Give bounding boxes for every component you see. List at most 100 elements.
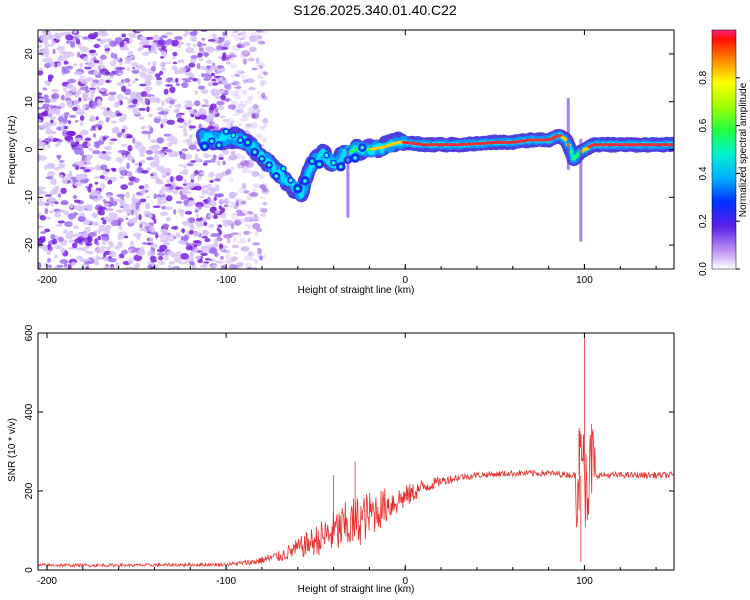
spectrogram-noise-blob [246, 266, 253, 269]
spectrogram-y-ticks: -20 -10 0 10 20 [24, 48, 674, 252]
snr-y-tick-label: 200 [24, 482, 35, 499]
spectrogram-noise-blob [165, 137, 175, 141]
spectrogram-noise-blob [259, 184, 266, 190]
spectrogram-noise-blob [259, 79, 268, 86]
spectrogram-noise-blob [38, 225, 44, 229]
spectrogram-noise-blob [139, 228, 148, 232]
spectrogram-noise-blob [263, 123, 268, 129]
spectrogram-noise-blob [148, 226, 156, 233]
spectrogram-noise-blob [82, 258, 92, 262]
spectrogram-noise-blob [251, 67, 258, 71]
spectrogram-noise-blob [134, 78, 139, 81]
spectrogram-noise-blob [262, 96, 268, 101]
spectrogram-noise-blob [38, 236, 46, 243]
snr-y-tick-label: 600 [24, 324, 35, 341]
colorbar-tick-label: 0.4 [698, 166, 709, 180]
spectrogram-noise-blob [64, 112, 70, 116]
spectrogram-noise-blob [51, 89, 59, 93]
spectrogram-noise-blob [119, 41, 125, 48]
spectrogram-noise-blob [155, 181, 164, 185]
spectrogram-noise-blob [157, 116, 162, 119]
spectrogram-noise-blob [160, 50, 168, 58]
spectrogram-noise-blob [152, 34, 160, 42]
spectrogram-noise-blob [100, 164, 108, 171]
spectrogram-ridge-blob-core [260, 156, 264, 161]
spectrogram-noise-blob [127, 182, 134, 186]
spectrogram-noise-blob [214, 209, 221, 214]
spectrogram-noise-blob [38, 189, 43, 195]
spectrogram-noise-blob [149, 255, 157, 261]
spectrogram-noise-blob [38, 92, 43, 96]
spectrogram-noise-blob [90, 49, 97, 53]
spectrogram-noise-blob [57, 236, 64, 242]
spectrogram-noise-blob [109, 242, 115, 248]
snr-panel: -200 -100 0 100 0 200 400 600 Height of straig… [7, 324, 675, 595]
spectrogram-x-tick-label: 0 [402, 275, 408, 286]
spectrogram-noise-blob [260, 183, 268, 190]
spectrogram-ridge-core [670, 143, 674, 147]
spectrogram-noise-blob [118, 231, 127, 237]
spectrogram-noise-blob [232, 113, 241, 116]
spectrogram-noise-blob [175, 113, 182, 119]
spectrogram-noise-blob [217, 56, 223, 60]
spectrogram-noise-blob [222, 160, 226, 166]
spectrogram-noise-blob [235, 209, 243, 214]
spectrogram-noise-blob [56, 264, 64, 268]
spectrogram-noise-blob [230, 31, 236, 38]
spectrogram-noise-blob [202, 262, 208, 268]
spectrogram-noise-blob [235, 81, 241, 87]
spectrogram-noise-blob [234, 264, 240, 269]
spectrogram-ridge-blob-core [288, 178, 293, 183]
spectrogram-noise-layer [38, 30, 270, 269]
spectrogram-noise-blob [230, 74, 239, 78]
spectrogram-noise-blob [146, 213, 153, 219]
spectrogram-noise-blob [105, 79, 110, 84]
spectrogram-noise-blob [154, 73, 161, 78]
spectrogram-noise-blob [81, 154, 86, 162]
spectrogram-noise-blob [259, 255, 263, 261]
spectrogram-noise-blob [46, 257, 51, 263]
spectrogram-noise-blob [221, 55, 227, 62]
spectrogram-noise-blob [40, 231, 47, 234]
spectrogram-noise-blob [208, 171, 215, 178]
spectrogram-noise-blob [230, 256, 238, 262]
spectrogram-noise-blob [238, 37, 246, 41]
spectrogram-noise-blob [54, 143, 59, 148]
spectrogram-noise-blob [95, 255, 99, 262]
spectrogram-noise-blob [73, 99, 79, 107]
spectrogram-noise-blob [137, 166, 142, 171]
spectrogram-noise-blob [51, 94, 57, 99]
spectrogram-noise-blob [131, 69, 140, 74]
spectrogram-noise-blob [87, 235, 91, 243]
spectrogram-noise-blob [261, 188, 270, 195]
spectrogram-noise-blob [212, 154, 217, 161]
spectrogram-noise-blob [248, 35, 258, 43]
spectrogram-noise-blob [184, 121, 188, 127]
spectrogram-noise-blob [207, 183, 212, 187]
spectrogram-noise-blob [91, 221, 96, 225]
spectrogram-ridge-blob-core [274, 174, 279, 178]
spectrogram-noise-blob [235, 73, 240, 77]
spectrogram-noise-blob [58, 160, 65, 163]
spectrogram-noise-blob [195, 255, 202, 260]
spectrogram-noise-blob [214, 107, 219, 113]
spectrogram-noise-blob [188, 62, 196, 68]
spectrogram-noise-blob [216, 193, 225, 198]
spectrogram-noise-blob [182, 164, 187, 169]
spectrogram-noise-blob [57, 115, 64, 123]
spectrogram-noise-blob [147, 133, 151, 140]
spectrogram-noise-blob [209, 247, 218, 255]
spectrogram-noise-blob [111, 127, 120, 133]
spectrogram-x-tick-label: -100 [216, 275, 236, 286]
spectrogram-noise-blob [65, 34, 74, 41]
spectrogram-noise-blob [241, 41, 251, 47]
spectrogram-noise-blob [249, 122, 259, 129]
spectrogram-noise-blob [104, 71, 111, 75]
spectrogram-noise-blob [53, 167, 60, 171]
spectrogram-noise-blob [183, 199, 189, 206]
spectrogram-noise-blob [94, 181, 99, 185]
spectrogram-noise-blob [233, 252, 240, 255]
spectrogram-noise-blob [185, 245, 193, 251]
spectrogram-noise-blob [146, 156, 154, 161]
spectrogram-noise-blob [226, 118, 235, 125]
